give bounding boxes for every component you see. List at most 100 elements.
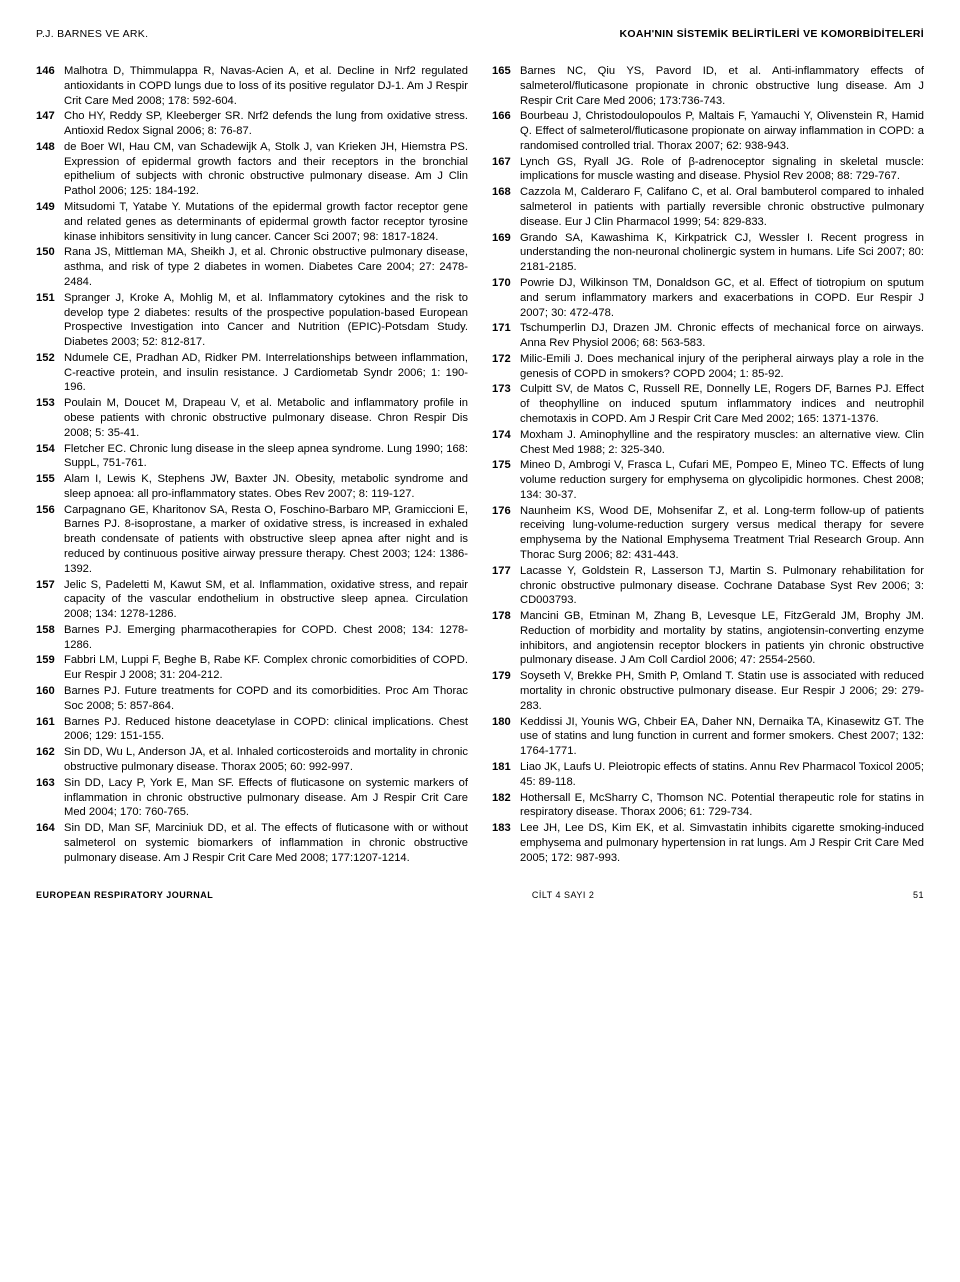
reference-item: 167Lynch GS, Ryall JG. Role of β-adrenoc… bbox=[492, 155, 924, 185]
reference-text: Fabbri LM, Luppi F, Beghe B, Rabe KF. Co… bbox=[64, 653, 468, 683]
reference-text: Lee JH, Lee DS, Kim EK, et al. Simvastat… bbox=[520, 821, 924, 865]
reference-item: 160Barnes PJ. Future treatments for COPD… bbox=[36, 684, 468, 714]
reference-item: 175Mineo D, Ambrogi V, Frasca L, Cufari … bbox=[492, 458, 924, 502]
reference-number: 154 bbox=[36, 442, 64, 472]
reference-number: 183 bbox=[492, 821, 520, 865]
reference-text: Barnes NC, Qiu YS, Pavord ID, et al. Ant… bbox=[520, 64, 924, 108]
header-title: KOAH'NIN SİSTEMİK BELİRTİLERİ VE KOMORBİ… bbox=[620, 28, 925, 40]
reference-number: 172 bbox=[492, 352, 520, 382]
reference-item: 180Keddissi JI, Younis WG, Chbeir EA, Da… bbox=[492, 715, 924, 759]
left-column: 146Malhotra D, Thimmulappa R, Navas-Acie… bbox=[36, 64, 468, 866]
reference-item: 157Jelic S, Padeletti M, Kawut SM, et al… bbox=[36, 578, 468, 622]
reference-item: 158Barnes PJ. Emerging pharmacotherapies… bbox=[36, 623, 468, 653]
reference-text: Spranger J, Kroke A, Mohlig M, et al. In… bbox=[64, 291, 468, 350]
reference-text: Grando SA, Kawashima K, Kirkpatrick CJ, … bbox=[520, 231, 924, 275]
reference-number: 153 bbox=[36, 396, 64, 440]
reference-text: Cho HY, Reddy SP, Kleeberger SR. Nrf2 de… bbox=[64, 109, 468, 139]
reference-item: 146Malhotra D, Thimmulappa R, Navas-Acie… bbox=[36, 64, 468, 108]
reference-text: Milic-Emili J. Does mechanical injury of… bbox=[520, 352, 924, 382]
reference-text: Rana JS, Mittleman MA, Sheikh J, et al. … bbox=[64, 245, 468, 289]
reference-number: 178 bbox=[492, 609, 520, 668]
reference-text: Barnes PJ. Reduced histone deacetylase i… bbox=[64, 715, 468, 745]
header-author: P.J. BARNES VE ARK. bbox=[36, 28, 148, 40]
reference-item: 176Naunheim KS, Wood DE, Mohsenifar Z, e… bbox=[492, 504, 924, 563]
reference-item: 149Mitsudomi T, Yatabe Y. Mutations of t… bbox=[36, 200, 468, 244]
reference-text: Liao JK, Laufs U. Pleiotropic effects of… bbox=[520, 760, 924, 790]
right-column: 165Barnes NC, Qiu YS, Pavord ID, et al. … bbox=[492, 64, 924, 866]
reference-number: 175 bbox=[492, 458, 520, 502]
reference-item: 168Cazzola M, Calderaro F, Califano C, e… bbox=[492, 185, 924, 229]
reference-number: 182 bbox=[492, 791, 520, 821]
reference-text: Powrie DJ, Wilkinson TM, Donaldson GC, e… bbox=[520, 276, 924, 320]
reference-text: Barnes PJ. Future treatments for COPD an… bbox=[64, 684, 468, 714]
reference-item: 165Barnes NC, Qiu YS, Pavord ID, et al. … bbox=[492, 64, 924, 108]
reference-number: 147 bbox=[36, 109, 64, 139]
reference-item: 179Soyseth V, Brekke PH, Smith P, Omland… bbox=[492, 669, 924, 713]
reference-number: 150 bbox=[36, 245, 64, 289]
reference-number: 160 bbox=[36, 684, 64, 714]
reference-number: 157 bbox=[36, 578, 64, 622]
reference-number: 146 bbox=[36, 64, 64, 108]
reference-item: 181Liao JK, Laufs U. Pleiotropic effects… bbox=[492, 760, 924, 790]
reference-text: Bourbeau J, Christodoulopoulos P, Maltai… bbox=[520, 109, 924, 153]
reference-item: 163Sin DD, Lacy P, York E, Man SF. Effec… bbox=[36, 776, 468, 820]
reference-text: Culpitt SV, de Matos C, Russell RE, Donn… bbox=[520, 382, 924, 426]
reference-item: 159Fabbri LM, Luppi F, Beghe B, Rabe KF.… bbox=[36, 653, 468, 683]
reference-item: 166Bourbeau J, Christodoulopoulos P, Mal… bbox=[492, 109, 924, 153]
reference-item: 151Spranger J, Kroke A, Mohlig M, et al.… bbox=[36, 291, 468, 350]
reference-text: Naunheim KS, Wood DE, Mohsenifar Z, et a… bbox=[520, 504, 924, 563]
reference-number: 168 bbox=[492, 185, 520, 229]
reference-number: 161 bbox=[36, 715, 64, 745]
footer-page-number: 51 bbox=[913, 890, 924, 900]
reference-item: 172Milic-Emili J. Does mechanical injury… bbox=[492, 352, 924, 382]
reference-text: Mitsudomi T, Yatabe Y. Mutations of the … bbox=[64, 200, 468, 244]
reference-number: 149 bbox=[36, 200, 64, 244]
footer-issue: CİLT 4 SAYI 2 bbox=[532, 890, 595, 900]
reference-text: Tschumperlin DJ, Drazen JM. Chronic effe… bbox=[520, 321, 924, 351]
reference-item: 177Lacasse Y, Goldstein R, Lasserson TJ,… bbox=[492, 564, 924, 608]
reference-text: Mancini GB, Etminan M, Zhang B, Levesque… bbox=[520, 609, 924, 668]
reference-number: 169 bbox=[492, 231, 520, 275]
reference-number: 164 bbox=[36, 821, 64, 865]
reference-text: Sin DD, Lacy P, York E, Man SF. Effects … bbox=[64, 776, 468, 820]
reference-item: 183Lee JH, Lee DS, Kim EK, et al. Simvas… bbox=[492, 821, 924, 865]
reference-item: 148de Boer WI, Hau CM, van Schadewijk A,… bbox=[36, 140, 468, 199]
reference-text: Moxham J. Aminophylline and the respirat… bbox=[520, 428, 924, 458]
reference-number: 173 bbox=[492, 382, 520, 426]
reference-item: 147Cho HY, Reddy SP, Kleeberger SR. Nrf2… bbox=[36, 109, 468, 139]
reference-text: Fletcher EC. Chronic lung disease in the… bbox=[64, 442, 468, 472]
reference-number: 159 bbox=[36, 653, 64, 683]
reference-text: Jelic S, Padeletti M, Kawut SM, et al. I… bbox=[64, 578, 468, 622]
reference-item: 169Grando SA, Kawashima K, Kirkpatrick C… bbox=[492, 231, 924, 275]
reference-number: 176 bbox=[492, 504, 520, 563]
page-footer: EUROPEAN RESPIRATORY JOURNAL CİLT 4 SAYI… bbox=[36, 890, 924, 900]
reference-item: 178Mancini GB, Etminan M, Zhang B, Leves… bbox=[492, 609, 924, 668]
reference-text: Poulain M, Doucet M, Drapeau V, et al. M… bbox=[64, 396, 468, 440]
reference-text: Keddissi JI, Younis WG, Chbeir EA, Daher… bbox=[520, 715, 924, 759]
reference-item: 152Ndumele CE, Pradhan AD, Ridker PM. In… bbox=[36, 351, 468, 395]
reference-item: 173Culpitt SV, de Matos C, Russell RE, D… bbox=[492, 382, 924, 426]
reference-number: 180 bbox=[492, 715, 520, 759]
reference-item: 153Poulain M, Doucet M, Drapeau V, et al… bbox=[36, 396, 468, 440]
reference-number: 165 bbox=[492, 64, 520, 108]
reference-text: Sin DD, Man SF, Marciniuk DD, et al. The… bbox=[64, 821, 468, 865]
reference-text: Soyseth V, Brekke PH, Smith P, Omland T.… bbox=[520, 669, 924, 713]
reference-number: 163 bbox=[36, 776, 64, 820]
reference-number: 174 bbox=[492, 428, 520, 458]
reference-text: Sin DD, Wu L, Anderson JA, et al. Inhale… bbox=[64, 745, 468, 775]
reference-number: 148 bbox=[36, 140, 64, 199]
reference-number: 166 bbox=[492, 109, 520, 153]
reference-item: 150Rana JS, Mittleman MA, Sheikh J, et a… bbox=[36, 245, 468, 289]
reference-number: 181 bbox=[492, 760, 520, 790]
content-columns: 146Malhotra D, Thimmulappa R, Navas-Acie… bbox=[36, 64, 924, 866]
reference-number: 179 bbox=[492, 669, 520, 713]
reference-item: 170Powrie DJ, Wilkinson TM, Donaldson GC… bbox=[492, 276, 924, 320]
reference-text: de Boer WI, Hau CM, van Schadewijk A, St… bbox=[64, 140, 468, 199]
reference-item: 154Fletcher EC. Chronic lung disease in … bbox=[36, 442, 468, 472]
reference-item: 155Alam I, Lewis K, Stephens JW, Baxter … bbox=[36, 472, 468, 502]
reference-number: 170 bbox=[492, 276, 520, 320]
reference-number: 152 bbox=[36, 351, 64, 395]
reference-text: Hothersall E, McSharry C, Thomson NC. Po… bbox=[520, 791, 924, 821]
reference-item: 171Tschumperlin DJ, Drazen JM. Chronic e… bbox=[492, 321, 924, 351]
reference-number: 158 bbox=[36, 623, 64, 653]
